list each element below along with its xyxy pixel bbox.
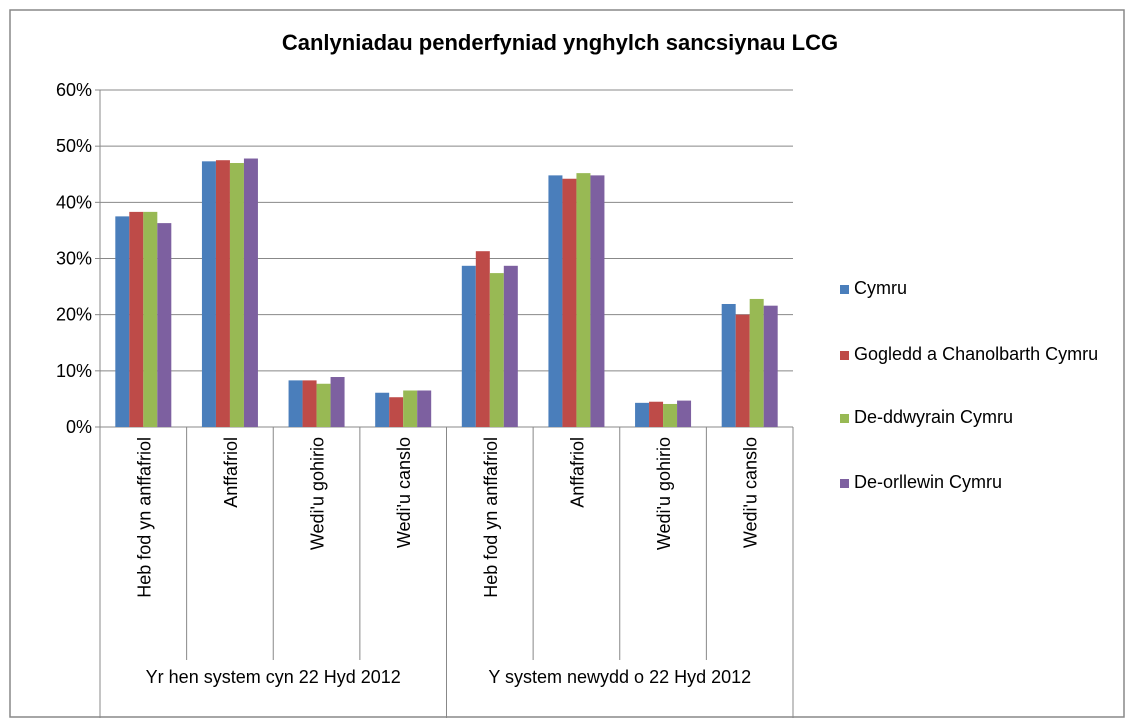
bar: [143, 211, 158, 427]
bar: [302, 380, 317, 427]
bar: [288, 380, 303, 427]
chart-border: [9, 9, 1125, 718]
bar: [489, 273, 504, 427]
bar: [330, 377, 345, 427]
legend-label: Cymru: [854, 278, 907, 298]
legend-swatch: [840, 285, 849, 294]
bar: [215, 160, 230, 428]
bar: [129, 211, 144, 427]
bar: [243, 158, 258, 428]
y-tick-label: 10%: [56, 361, 92, 381]
chart-title: Canlyniadau penderfyniad ynghylch sancsi…: [282, 30, 838, 55]
bar: [403, 390, 418, 427]
legend-swatch: [840, 351, 849, 360]
bar: [576, 173, 591, 427]
y-tick-label: 30%: [56, 249, 92, 269]
bar: [590, 175, 605, 427]
x-tick-label: Wedi'u canslo: [741, 437, 761, 548]
bar: [663, 403, 678, 427]
bar: [115, 216, 130, 427]
legend-swatch: [840, 479, 849, 488]
x-tick-label: Heb fod yn anffafriol: [134, 437, 154, 598]
bar: [389, 397, 404, 427]
x-tick-label: Wedi'u gohirio: [308, 437, 328, 550]
bar: [763, 305, 778, 427]
bar: [749, 298, 764, 427]
bar: [735, 314, 750, 427]
bar: [316, 383, 331, 427]
bar: [417, 390, 432, 427]
x-tick-label: Heb fod yn anffafriol: [481, 437, 501, 598]
group-label: Y system newydd o 22 Hyd 2012: [488, 667, 752, 687]
y-tick-label: 0%: [66, 417, 92, 437]
bar: [157, 223, 172, 427]
bar: [721, 303, 736, 427]
legend-label: Gogledd a Chanolbarth Cymru: [854, 344, 1099, 364]
y-tick-label: 50%: [56, 136, 92, 156]
bar: [548, 175, 563, 427]
legend-label: De-orllewin Cymru: [854, 472, 1003, 492]
x-tick-label: Anffafriol: [221, 437, 241, 508]
bar: [229, 163, 244, 427]
bar: [677, 400, 692, 427]
bar: [375, 392, 390, 427]
y-tick-label: 60%: [56, 80, 92, 100]
legend-label: De-ddwyrain Cymru: [854, 407, 1014, 427]
x-tick-label: Wedi'u gohirio: [654, 437, 674, 550]
bar: [461, 265, 476, 427]
y-tick-label: 20%: [56, 305, 92, 325]
bar: [475, 251, 490, 427]
y-tick-label: 40%: [56, 192, 92, 212]
bar: [649, 401, 664, 427]
bar: [635, 402, 650, 427]
group-label: Yr hen system cyn 22 Hyd 2012: [145, 667, 401, 687]
bar: [562, 178, 577, 427]
legend-swatch: [840, 414, 849, 423]
x-tick-label: Anffafriol: [567, 437, 587, 508]
bar: [503, 265, 518, 427]
bar: [201, 161, 216, 427]
x-tick-label: Wedi'u canslo: [394, 437, 414, 548]
